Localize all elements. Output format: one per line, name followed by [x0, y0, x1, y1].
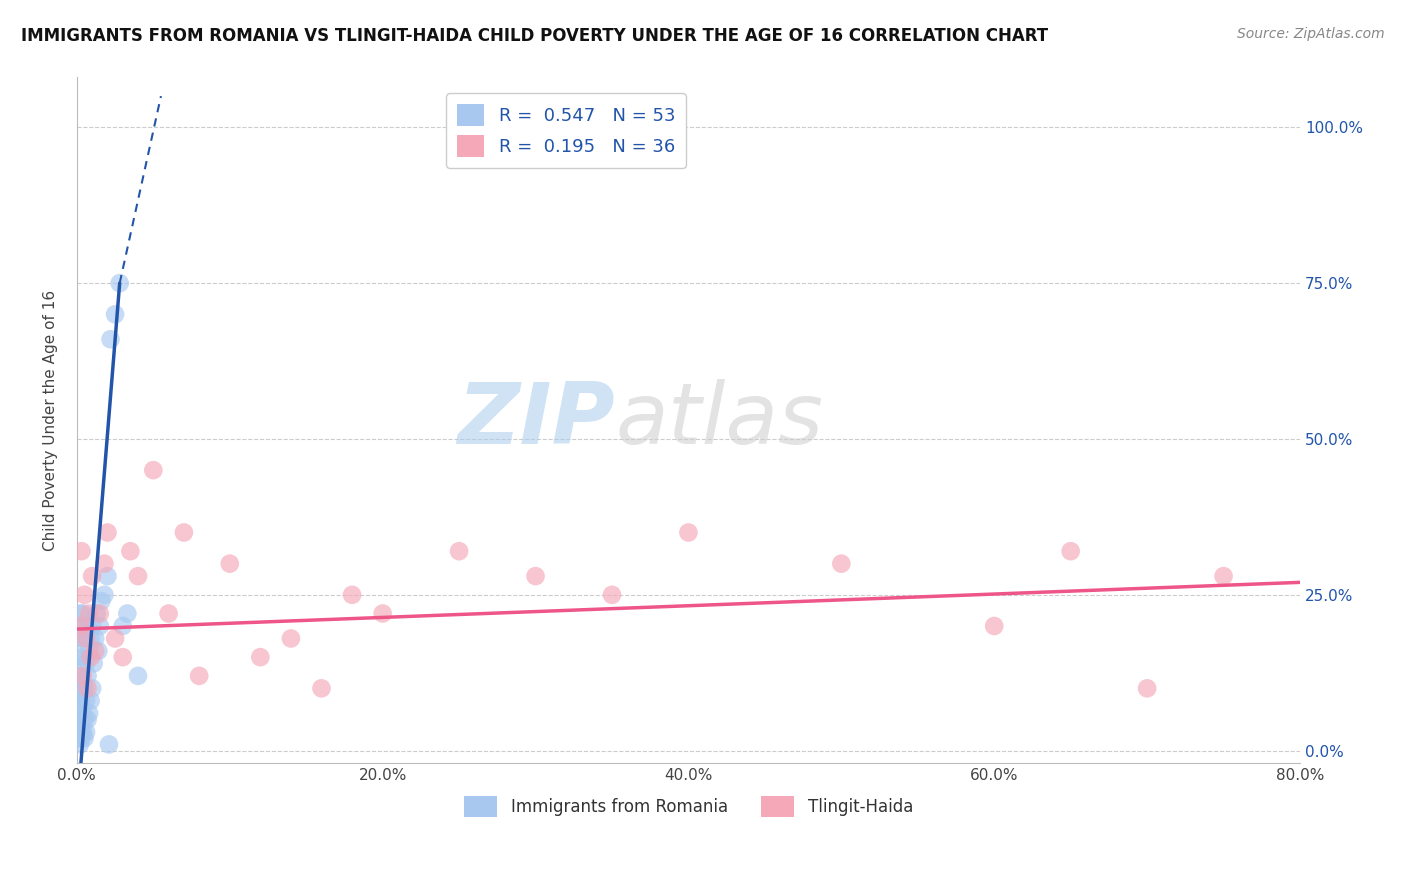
Point	[1060, 544, 1083, 558]
Point	[117, 607, 139, 621]
Point	[89, 619, 111, 633]
Point	[280, 632, 302, 646]
Point	[67, 694, 90, 708]
Point	[157, 607, 180, 621]
Point	[87, 644, 110, 658]
Point	[600, 588, 623, 602]
Point	[127, 569, 149, 583]
Point	[449, 544, 471, 558]
Point	[96, 569, 118, 583]
Point	[70, 731, 93, 746]
Point	[82, 681, 104, 696]
Point	[76, 669, 98, 683]
Point	[98, 738, 121, 752]
Point	[93, 557, 115, 571]
Point	[72, 669, 94, 683]
Point	[75, 694, 97, 708]
Point	[111, 619, 134, 633]
Y-axis label: Child Poverty Under the Age of 16: Child Poverty Under the Age of 16	[44, 290, 58, 551]
Point	[72, 607, 94, 621]
Point	[830, 557, 852, 571]
Point	[86, 607, 108, 621]
Text: IMMIGRANTS FROM ROMANIA VS TLINGIT-HAIDA CHILD POVERTY UNDER THE AGE OF 16 CORRE: IMMIGRANTS FROM ROMANIA VS TLINGIT-HAIDA…	[21, 27, 1049, 45]
Point	[67, 731, 90, 746]
Point	[142, 463, 165, 477]
Point	[127, 669, 149, 683]
Point	[67, 669, 90, 683]
Point	[111, 650, 134, 665]
Point	[678, 525, 700, 540]
Point	[79, 632, 101, 646]
Point	[90, 594, 112, 608]
Point	[524, 569, 547, 583]
Point	[69, 700, 91, 714]
Point	[188, 669, 211, 683]
Point	[73, 588, 96, 602]
Point	[69, 650, 91, 665]
Point	[72, 681, 94, 696]
Point	[120, 544, 142, 558]
Point	[72, 725, 94, 739]
Point	[73, 632, 96, 646]
Point	[76, 681, 98, 696]
Point	[77, 607, 100, 621]
Point	[76, 619, 98, 633]
Point	[69, 725, 91, 739]
Point	[84, 632, 107, 646]
Point	[89, 607, 111, 621]
Point	[72, 706, 94, 721]
Point	[104, 307, 127, 321]
Point	[371, 607, 394, 621]
Point	[83, 657, 105, 671]
Point	[72, 650, 94, 665]
Point	[73, 681, 96, 696]
Point	[218, 557, 240, 571]
Point	[75, 657, 97, 671]
Point	[75, 632, 97, 646]
Point	[79, 650, 101, 665]
Point	[70, 694, 93, 708]
Point	[70, 632, 93, 646]
Legend: Immigrants from Romania, Tlingit-Haida: Immigrants from Romania, Tlingit-Haida	[457, 789, 920, 823]
Point	[70, 544, 93, 558]
Point	[1136, 681, 1159, 696]
Text: ZIP: ZIP	[457, 379, 614, 462]
Point	[69, 607, 91, 621]
Point	[76, 713, 98, 727]
Point	[311, 681, 333, 696]
Point	[82, 569, 104, 583]
Point	[79, 694, 101, 708]
Point	[69, 738, 91, 752]
Point	[173, 525, 195, 540]
Point	[96, 525, 118, 540]
Text: atlas: atlas	[614, 379, 823, 462]
Point	[69, 619, 91, 633]
Point	[84, 644, 107, 658]
Point	[249, 650, 271, 665]
Point	[108, 276, 131, 290]
Point	[69, 632, 91, 646]
Point	[983, 619, 1005, 633]
Point	[100, 332, 122, 346]
Point	[93, 588, 115, 602]
Point	[73, 731, 96, 746]
Point	[73, 713, 96, 727]
Point	[104, 632, 127, 646]
Point	[75, 725, 97, 739]
Point	[1212, 569, 1234, 583]
Point	[340, 588, 363, 602]
Point	[67, 713, 90, 727]
Point	[70, 669, 93, 683]
Point	[69, 681, 91, 696]
Point	[82, 619, 104, 633]
Text: Source: ZipAtlas.com: Source: ZipAtlas.com	[1237, 27, 1385, 41]
Point	[70, 719, 93, 733]
Point	[77, 706, 100, 721]
Point	[70, 619, 93, 633]
Point	[77, 644, 100, 658]
